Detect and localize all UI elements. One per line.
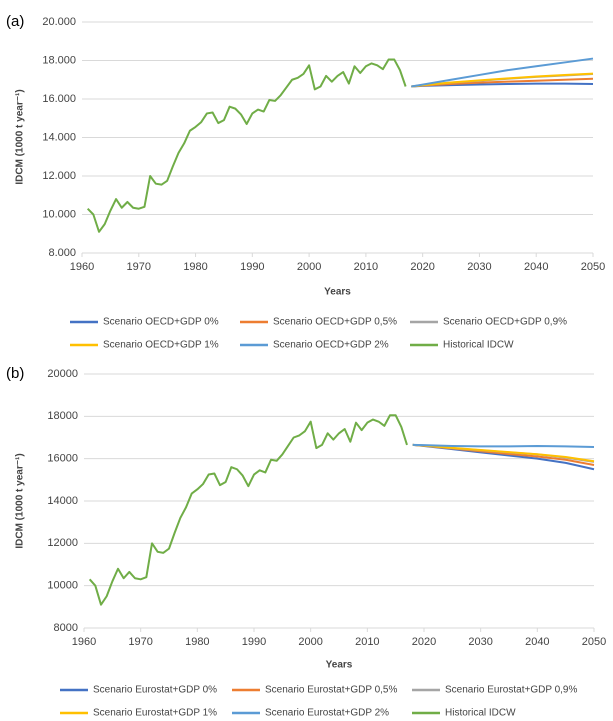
x-axis-label: Years bbox=[324, 287, 351, 298]
x-tick-label: 2010 bbox=[355, 636, 379, 648]
y-tick-label: 8000 bbox=[54, 622, 78, 634]
x-tick-label: 1990 bbox=[240, 261, 264, 273]
y-tick-label: 14000 bbox=[47, 495, 78, 507]
data-line bbox=[412, 443, 595, 449]
legend-label: Scenario Eurostat+GDP 0% bbox=[93, 685, 217, 696]
y-tick-label: 10.000 bbox=[42, 208, 76, 220]
legend-label: Scenario OECD+GDP 0,9% bbox=[443, 317, 567, 328]
y-axis-label: IDCM (1000 t year⁻¹) bbox=[15, 453, 26, 548]
x-tick-label: 2020 bbox=[410, 261, 434, 273]
legend-label: Scenario OECD+GDP 0,5% bbox=[273, 317, 397, 328]
y-tick-label: 14.000 bbox=[42, 131, 76, 143]
x-tick-label: 2050 bbox=[581, 261, 605, 273]
y-tick-label: 8.000 bbox=[48, 247, 76, 259]
x-tick-label: 2030 bbox=[468, 636, 492, 648]
y-tick-label: 20000 bbox=[47, 368, 78, 380]
legend-label: Scenario Eurostat+GDP 1% bbox=[93, 708, 217, 719]
legend-label: Scenario Eurostat+GDP 0,9% bbox=[445, 685, 577, 696]
x-tick-label: 1980 bbox=[183, 261, 207, 273]
x-tick-label: 1960 bbox=[72, 636, 96, 648]
x-axis-label: Years bbox=[326, 660, 353, 671]
x-tick-label: 2040 bbox=[524, 261, 548, 273]
y-tick-label: 16000 bbox=[47, 453, 78, 465]
y-tick-label: 18.000 bbox=[42, 54, 76, 66]
x-tick-label: 2010 bbox=[354, 261, 378, 273]
y-tick-label: 10000 bbox=[47, 580, 78, 592]
legend-label: Historical IDCW bbox=[445, 708, 516, 719]
x-tick-label: 1990 bbox=[242, 636, 266, 648]
x-tick-label: 2030 bbox=[467, 261, 491, 273]
y-tick-label: 12000 bbox=[47, 537, 78, 549]
x-tick-label: 2050 bbox=[582, 636, 606, 648]
x-tick-label: 2000 bbox=[298, 636, 322, 648]
legend-label: Scenario Eurostat+GDP 2% bbox=[265, 708, 389, 719]
legend-label: Scenario Eurostat+GDP 0,5% bbox=[265, 685, 397, 696]
legend-label: Scenario OECD+GDP 1% bbox=[103, 340, 219, 351]
y-axis-label: IDCM (1000 t year⁻¹) bbox=[15, 89, 26, 184]
legend-label: Scenario OECD+GDP 0% bbox=[103, 317, 219, 328]
x-tick-label: 1960 bbox=[70, 261, 94, 273]
x-tick-label: 2040 bbox=[525, 636, 549, 648]
data-line bbox=[86, 58, 407, 233]
x-tick-label: 1980 bbox=[185, 636, 209, 648]
data-line bbox=[88, 414, 408, 606]
panel-label: (a) bbox=[6, 13, 24, 30]
y-tick-label: 20.000 bbox=[42, 16, 76, 28]
x-tick-label: 1970 bbox=[128, 636, 152, 648]
x-tick-label: 1970 bbox=[127, 261, 151, 273]
x-tick-label: 2000 bbox=[297, 261, 321, 273]
legend-label: Scenario OECD+GDP 2% bbox=[273, 340, 389, 351]
y-tick-label: 18000 bbox=[47, 410, 78, 422]
data-line bbox=[411, 57, 594, 88]
x-tick-label: 2020 bbox=[412, 636, 436, 648]
legend-label: Historical IDCW bbox=[443, 340, 514, 351]
y-tick-label: 16.000 bbox=[42, 93, 76, 105]
y-tick-label: 12.000 bbox=[42, 170, 76, 182]
panel-label: (b) bbox=[6, 365, 24, 382]
